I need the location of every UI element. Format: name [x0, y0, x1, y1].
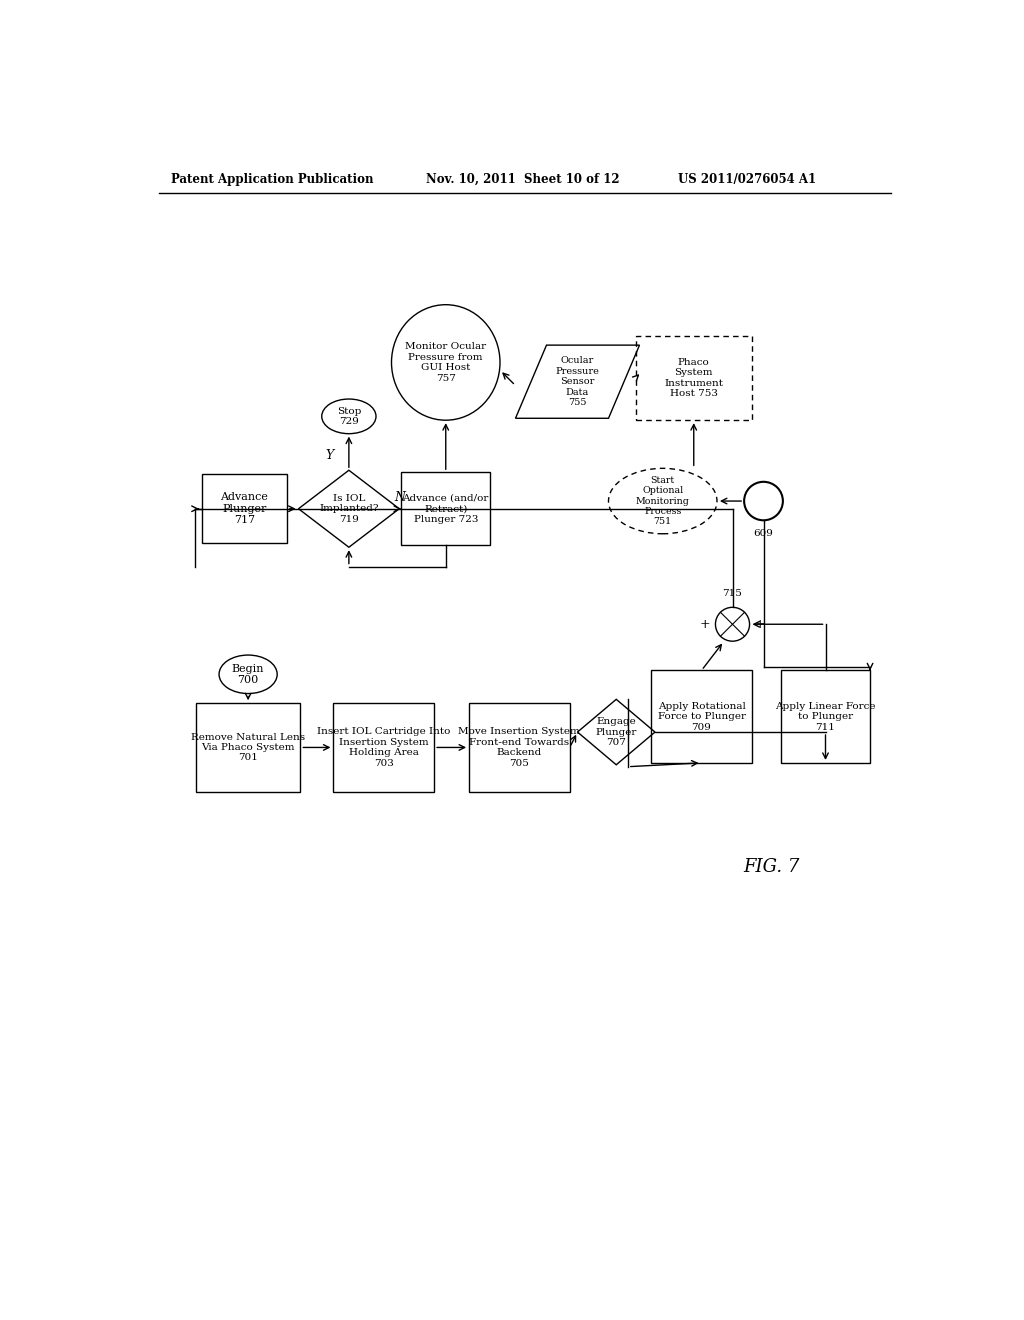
- Text: Remove Natural Lens
Via Phaco System
701: Remove Natural Lens Via Phaco System 701: [191, 733, 305, 763]
- Text: Begin
700: Begin 700: [231, 664, 264, 685]
- Text: +: +: [755, 618, 766, 631]
- Text: Nov. 10, 2011  Sheet 10 of 12: Nov. 10, 2011 Sheet 10 of 12: [426, 173, 620, 186]
- Text: Y: Y: [326, 449, 334, 462]
- Text: Start
Optional
Monitoring
Process
751: Start Optional Monitoring Process 751: [636, 475, 690, 527]
- Text: 715: 715: [723, 589, 742, 598]
- Text: FIG. 7: FIG. 7: [743, 858, 800, 875]
- Text: Advance (and/or
Retract)
Plunger 723: Advance (and/or Retract) Plunger 723: [402, 494, 488, 524]
- Bar: [202, 474, 287, 544]
- Text: Apply Rotational
Force to Plunger
709: Apply Rotational Force to Plunger 709: [657, 702, 745, 731]
- Text: Stop
729: Stop 729: [337, 407, 361, 426]
- Text: US 2011/0276054 A1: US 2011/0276054 A1: [678, 173, 816, 186]
- Bar: [196, 704, 300, 792]
- Text: Ocular
Pressure
Sensor
Data
755: Ocular Pressure Sensor Data 755: [556, 356, 599, 407]
- Text: Patent Application Publication: Patent Application Publication: [171, 173, 373, 186]
- Bar: [401, 473, 490, 545]
- Text: Insert IOL Cartridge Into
Insertion System
Holding Area
703: Insert IOL Cartridge Into Insertion Syst…: [317, 727, 451, 767]
- Text: Is IOL
Implanted?
719: Is IOL Implanted? 719: [319, 494, 379, 524]
- Text: Engage
Plunger
707: Engage Plunger 707: [596, 717, 637, 747]
- Bar: [636, 335, 752, 420]
- Bar: [651, 671, 752, 763]
- Bar: [781, 671, 870, 763]
- Text: Phaco
System
Instrument
Host 753: Phaco System Instrument Host 753: [665, 358, 723, 397]
- Text: +: +: [699, 618, 710, 631]
- Text: Monitor Ocular
Pressure from
GUI Host
757: Monitor Ocular Pressure from GUI Host 75…: [406, 342, 486, 383]
- Text: N: N: [394, 491, 406, 504]
- Text: Apply Linear Force
to Plunger
711: Apply Linear Force to Plunger 711: [775, 702, 876, 731]
- Text: Advance
Plunger
717: Advance Plunger 717: [220, 492, 268, 525]
- Bar: [334, 704, 434, 792]
- Text: Move Insertion System
Front-end Towards
Backend
705: Move Insertion System Front-end Towards …: [459, 727, 581, 767]
- Text: 609: 609: [754, 529, 773, 537]
- Bar: [469, 704, 569, 792]
